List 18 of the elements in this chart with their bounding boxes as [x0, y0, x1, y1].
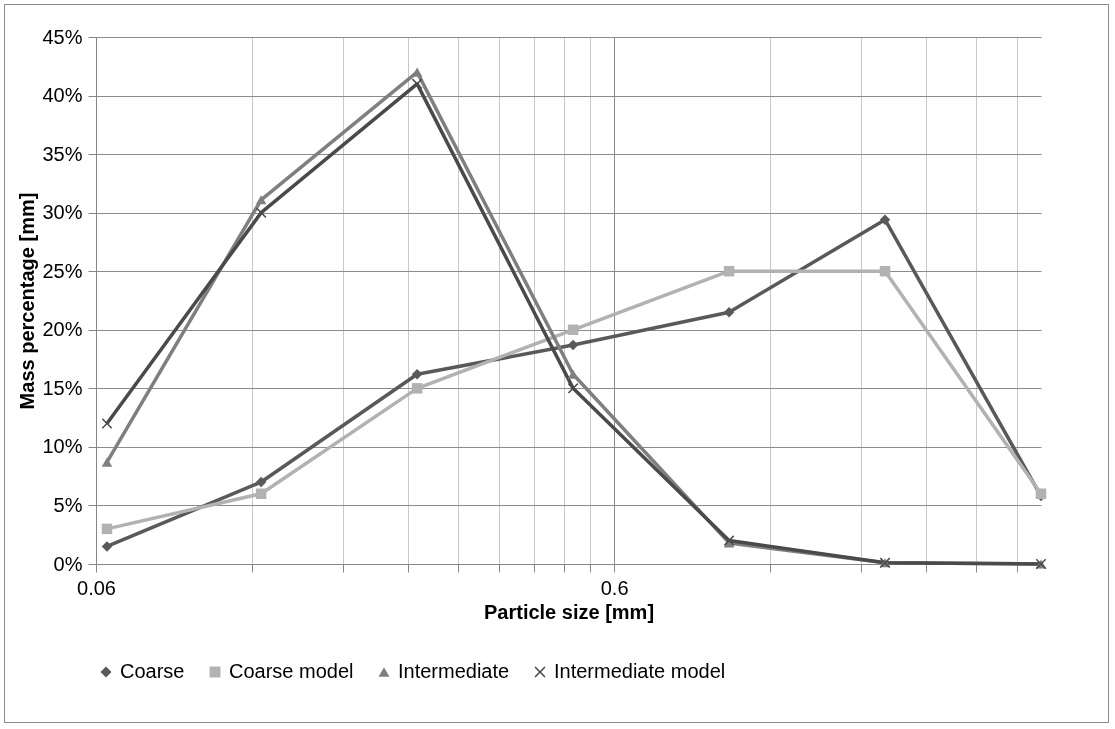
y-tick-label: 30% — [42, 201, 83, 224]
y-tick-label: 0% — [53, 552, 83, 575]
legend-label: Coarse model — [229, 660, 354, 682]
y-tick-label: 45% — [42, 25, 83, 48]
legend-label: Coarse — [120, 660, 185, 682]
legend-label: Intermediate model — [554, 660, 726, 682]
y-tick-label: 5% — [53, 493, 83, 516]
legend-label: Intermediate — [398, 660, 510, 682]
y-tick-label: 10% — [42, 435, 83, 458]
y-tick-label: 40% — [42, 84, 83, 107]
y-axis-title: Mass percentage [mm] — [16, 192, 39, 410]
y-tick-label: 25% — [42, 259, 83, 282]
x-tick-label: 0.6 — [600, 576, 629, 599]
y-tick-label: 35% — [42, 142, 83, 165]
y-tick-label: 20% — [42, 318, 83, 341]
x-tick-label: 0.06 — [77, 576, 116, 599]
y-tick-label: 15% — [42, 376, 83, 399]
x-axis-title: Particle size [mm] — [483, 600, 655, 623]
